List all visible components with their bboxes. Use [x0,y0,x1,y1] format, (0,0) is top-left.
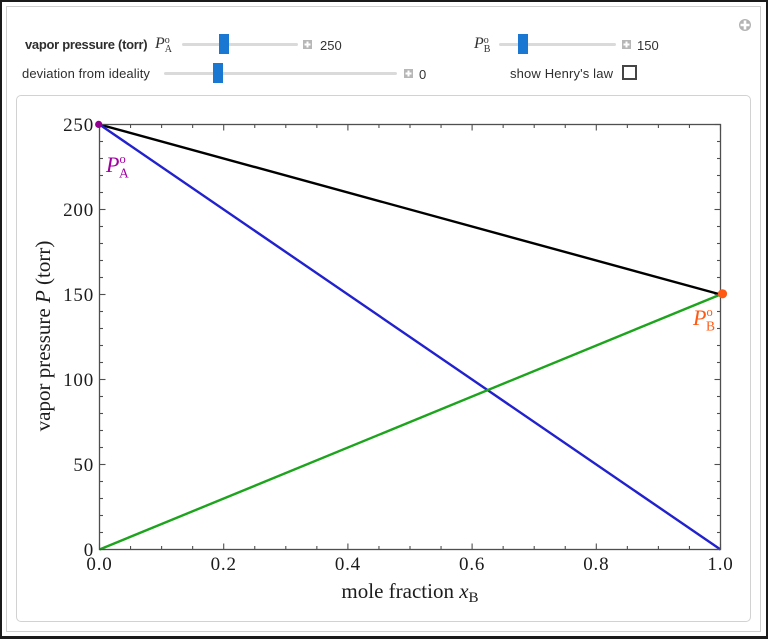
svg-text:0.0: 0.0 [86,554,112,575]
svg-text:50: 50 [73,455,94,476]
svg-text:B: B [706,319,715,334]
svg-text:0.4: 0.4 [335,554,361,575]
svg-text:1.0: 1.0 [707,554,733,575]
svg-text:P: P [105,152,119,177]
svg-text:A: A [119,166,129,181]
svg-text:mole fraction xB: mole fraction xB [341,579,478,606]
svg-text:vapor pressure P (torr): vapor pressure P (torr) [31,241,55,432]
svg-text:200: 200 [63,200,94,221]
svg-text:0: 0 [84,540,94,561]
svg-text:o: o [707,305,713,319]
svg-text:150: 150 [63,285,94,306]
svg-text:0.8: 0.8 [583,554,609,575]
svg-text:250: 250 [63,115,94,136]
svg-text:0.6: 0.6 [459,554,485,575]
svg-text:100: 100 [63,370,94,391]
svg-text:P: P [692,305,706,330]
svg-text:0.2: 0.2 [211,554,237,575]
svg-text:o: o [120,152,126,166]
